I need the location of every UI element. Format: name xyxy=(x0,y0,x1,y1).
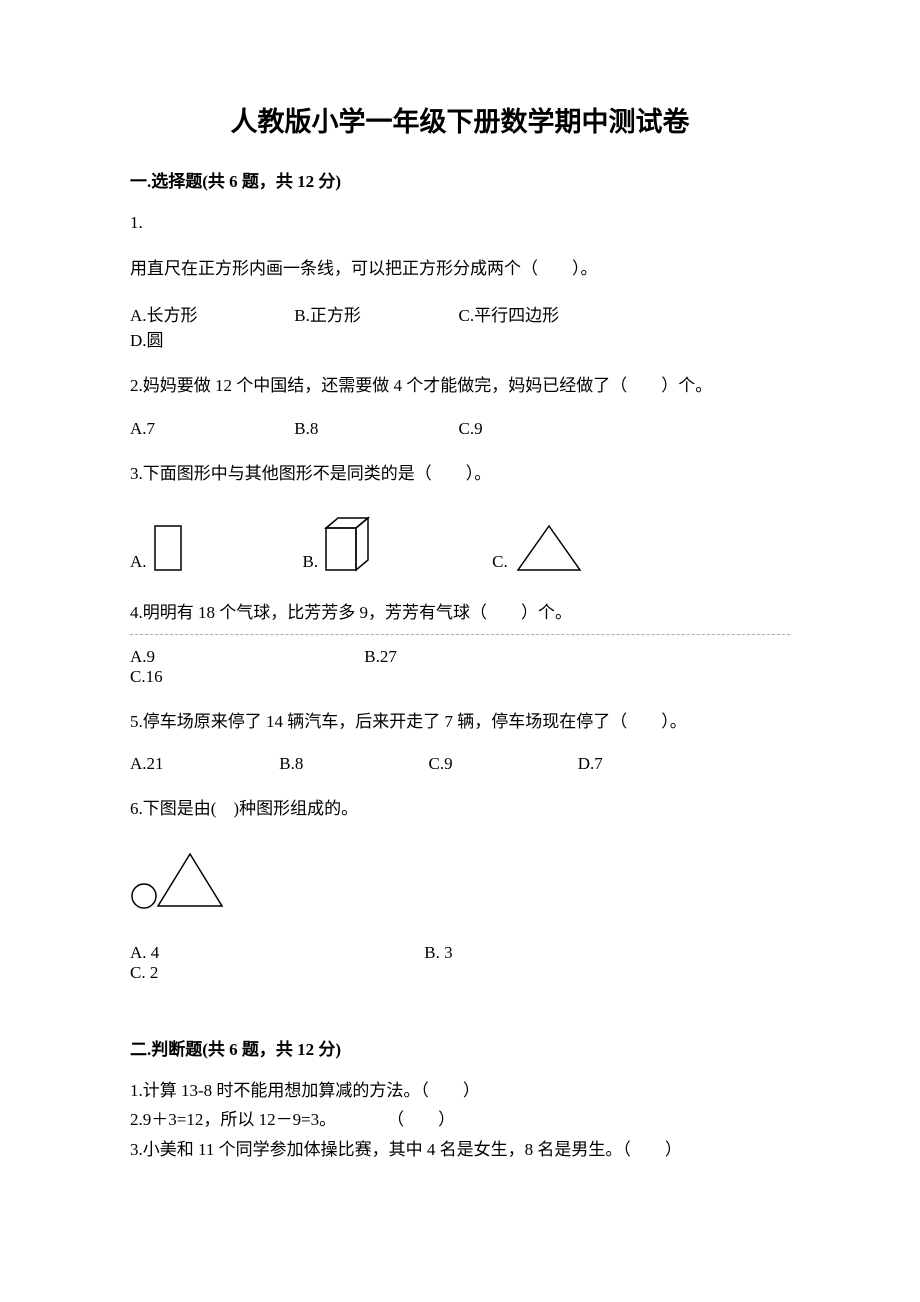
q3-opt-a-item: A. xyxy=(130,524,183,572)
q1-opt-a: A.长方形 xyxy=(130,301,290,326)
q4-opt-a: A.9 xyxy=(130,647,360,667)
q3-opt-b-label: B. xyxy=(303,552,319,572)
rectangle-icon xyxy=(153,524,183,572)
circle-triangle-icon xyxy=(130,850,230,910)
q1-opt-d: D.圆 xyxy=(130,326,290,351)
q3-figure-row: A. B. C. xyxy=(130,516,790,572)
q1-options: A.长方形 B.正方形 C.平行四边形 D.圆 xyxy=(130,301,790,351)
s2-q2: 2.9＋3=12，所以 12－9=3。 （ ） xyxy=(130,1107,790,1133)
q3-text: 3.下面图形中与其他图形不是同类的是（ ）。 xyxy=(130,461,790,487)
q4-opt-b: B.27 xyxy=(364,647,594,667)
q6-options: A. 4 B. 3 C. 2 xyxy=(130,943,790,983)
divider-line xyxy=(130,634,790,635)
q5-opt-d: D.7 xyxy=(578,754,723,774)
q5-opt-c: C.9 xyxy=(429,754,574,774)
q6-figure xyxy=(130,850,790,915)
q3-opt-c-label: C. xyxy=(492,552,508,572)
q2-opt-b: B.8 xyxy=(294,419,454,439)
q1-opt-b: B.正方形 xyxy=(294,301,454,326)
q3-opt-c-item: C. xyxy=(492,524,584,572)
s2-q1: 1.计算 13-8 时不能用想加算减的方法。（ ） xyxy=(130,1078,790,1104)
section1-header: 一.选择题(共 6 题，共 12 分) xyxy=(130,167,790,192)
q1-text: 用直尺在正方形内画一条线，可以把正方形分成两个（ ）。 xyxy=(130,256,790,282)
q2-text: 2.妈妈要做 12 个中国结，还需要做 4 个才能做完，妈妈已经做了（ ）个。 xyxy=(130,373,790,399)
q2-options: A.7 B.8 C.9 xyxy=(130,419,790,439)
q4-text: 4.明明有 18 个气球，比芳芳多 9，芳芳有气球（ ）个。 xyxy=(130,600,790,626)
q6-opt-a: A. 4 xyxy=(130,943,420,963)
cuboid-icon xyxy=(324,516,372,572)
q6-text: 6.下图是由( )种图形组成的。 xyxy=(130,796,790,822)
q6-opt-c: C. 2 xyxy=(130,963,420,983)
q1-number: 1. xyxy=(130,210,790,236)
q4-opt-c: C.16 xyxy=(130,667,360,687)
q1-opt-c: C.平行四边形 xyxy=(459,301,669,326)
q4-options: A.9 B.27 C.16 xyxy=(130,647,790,687)
q3-opt-b-item: B. xyxy=(303,516,373,572)
q5-opt-a: A.21 xyxy=(130,754,275,774)
section2-header: 二.判断题(共 6 题，共 12 分) xyxy=(130,1035,790,1060)
triangle-icon xyxy=(514,524,584,572)
q2-opt-c: C.9 xyxy=(459,419,619,439)
s2-q3: 3.小美和 11 个同学参加体操比赛，其中 4 名是女生，8 名是男生。（ ） xyxy=(130,1137,790,1163)
q6-opt-b: B. 3 xyxy=(424,943,714,963)
page-title: 人教版小学一年级下册数学期中测试卷 xyxy=(130,100,790,139)
q5-options: A.21 B.8 C.9 D.7 xyxy=(130,754,790,774)
q3-opt-a-label: A. xyxy=(130,552,147,572)
page-container: 人教版小学一年级下册数学期中测试卷 一.选择题(共 6 题，共 12 分) 1.… xyxy=(0,0,920,1302)
q5-opt-b: B.8 xyxy=(279,754,424,774)
q2-opt-a: A.7 xyxy=(130,419,290,439)
q5-text: 5.停车场原来停了 14 辆汽车，后来开走了 7 辆，停车场现在停了（ ）。 xyxy=(130,709,790,735)
